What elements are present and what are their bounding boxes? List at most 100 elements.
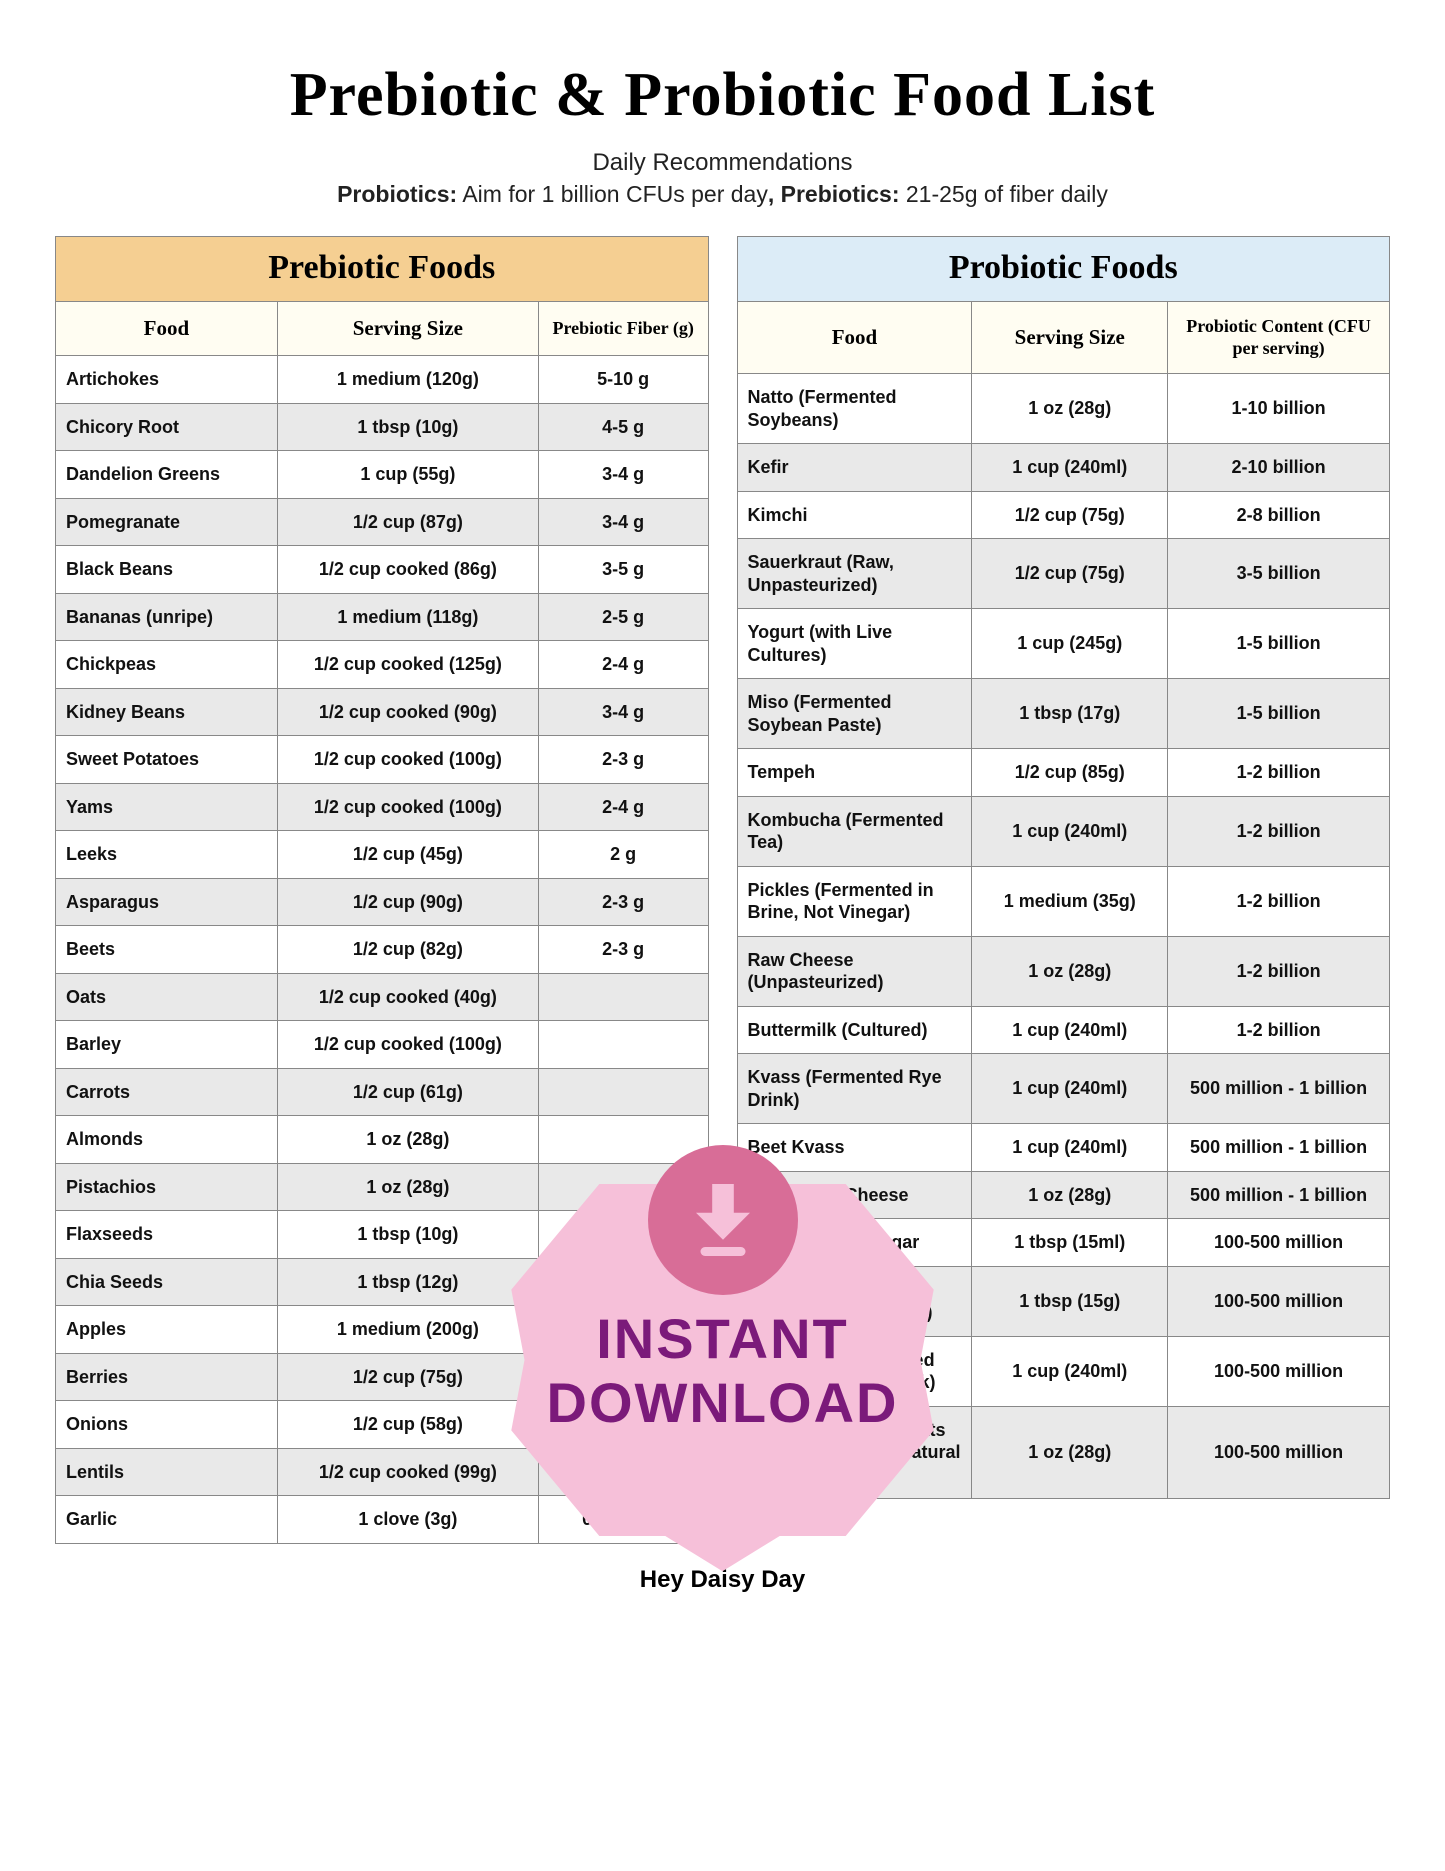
table-row: Asparagus1/2 cup (90g)2-3 g (56, 878, 709, 926)
table-cell: 1 tbsp (10g) (277, 1211, 538, 1259)
table-cell: Berries (56, 1353, 278, 1401)
table-row: Barley1/2 cup cooked (100g) (56, 1021, 709, 1069)
table-cell: 1/2 cup (75g) (972, 491, 1168, 539)
table-cell: 3-4 g (538, 498, 708, 546)
table-row: Dandelion Greens1 cup (55g)3-4 g (56, 451, 709, 499)
table-row: Buttermilk (Cultured)1 cup (240ml)1-2 bi… (737, 1006, 1390, 1054)
table-cell (538, 1211, 708, 1259)
table-cell: 1 oz (28g) (277, 1163, 538, 1211)
column-header: Food (737, 302, 972, 374)
table-cell: Kimchi (737, 491, 972, 539)
table-cell: Lentils (56, 1448, 278, 1496)
table-cell: 1/2 cup (58g) (277, 1401, 538, 1449)
probiotics-text: Aim for 1 billion CFUs per day (457, 181, 768, 207)
table-cell: Chickpeas (56, 641, 278, 689)
column-header: Prebiotic Fiber (g) (538, 302, 708, 356)
table-cell: 1/2 cup cooked (99g) (277, 1448, 538, 1496)
table-row: Carrots1/2 cup (61g) (56, 1068, 709, 1116)
table-row: Berries1/2 cup (75g) (56, 1353, 709, 1401)
table-row: Apples1 medium (200g) (56, 1306, 709, 1354)
table-cell: 1/2 cup (87g) (277, 498, 538, 546)
table-cell: Sauerkraut (Raw, Unpasteurized) (737, 539, 972, 609)
table-cell: 1 oz (28g) (277, 1116, 538, 1164)
page-title: Prebiotic & Probiotic Food List (55, 60, 1390, 131)
table-cell: 1/2 cup (90g) (277, 878, 538, 926)
table-row: Lentils1/2 cup cooked (99g)2-3 g (56, 1448, 709, 1496)
table-cell: 1-2 billion (1168, 866, 1390, 936)
table-cell (538, 1068, 708, 1116)
table-row: Yams1/2 cup cooked (100g)2-4 g (56, 783, 709, 831)
table-row: Raw Cheese (Unpasteurized)1 oz (28g)1-2 … (737, 936, 1390, 1006)
table-cell: Yams (56, 783, 278, 831)
prebiotics-label: Prebiotics: (781, 181, 900, 207)
table-cell: 1 clove (3g) (277, 1496, 538, 1544)
table-cell: 2-4 g (538, 783, 708, 831)
table-cell: Pomegranate (56, 498, 278, 546)
table-row: Fermented Cheese1 oz (28g)500 million - … (737, 1171, 1390, 1219)
table-cell: Dandelion Greens (56, 451, 278, 499)
table-cell: 1-2 billion (1168, 1006, 1390, 1054)
table-cell: Beet Kvass (737, 1124, 972, 1172)
table-cell: 1 cup (240ml) (972, 1336, 1168, 1406)
table-cell: 1 medium (118g) (277, 593, 538, 641)
table-cell: Buttermilk (Cultured) (737, 1006, 972, 1054)
table-row: Miso (Fermented Soybean Paste)1 tbsp (17… (737, 679, 1390, 749)
table-cell: 1-2 billion (1168, 936, 1390, 1006)
table-cell: 2-8 billion (1168, 491, 1390, 539)
table-cell: Almonds (56, 1116, 278, 1164)
table-cell: 1/2 cup cooked (90g) (277, 688, 538, 736)
table-cell: Bananas (unripe) (56, 593, 278, 641)
table-cell: Apple Cider Vinegar (737, 1219, 972, 1267)
column-header: Food (56, 302, 278, 356)
table-cell: 1 tbsp (15g) (972, 1266, 1168, 1336)
table-row: Bananas (unripe)1 medium (118g)2-5 g (56, 593, 709, 641)
table-cell: 100-500 million (1168, 1406, 1390, 1499)
table-row: Tempeh1/2 cup (85g)1-2 billion (737, 749, 1390, 797)
table-cell: 500 million - 1 billion (1168, 1054, 1390, 1124)
table-cell: Asparagus (56, 878, 278, 926)
table-cell: 1/2 cup cooked (100g) (277, 1021, 538, 1069)
table-row: Onions1/2 cup (58g)1.5 g (56, 1401, 709, 1449)
table-cell: 1/2 cup cooked (100g) (277, 736, 538, 784)
table-row: Kimchi1/2 cup (75g)2-8 billion (737, 491, 1390, 539)
table-cell: Chicory Root (56, 403, 278, 451)
table-cell: 1-2 billion (1168, 796, 1390, 866)
table-cell: Carrots (56, 1068, 278, 1116)
table-row: Aged Fermented Meats (e.g., Salami with … (737, 1406, 1390, 1499)
table-cell: Pickles (Fermented in Brine, Not Vinegar… (737, 866, 972, 936)
table-cell: 1/2 cup (45g) (277, 831, 538, 879)
table-row: Artichokes1 medium (120g)5-10 g (56, 356, 709, 404)
table-cell: 3-5 billion (1168, 539, 1390, 609)
table-cell: Leeks (56, 831, 278, 879)
table-cell: Barley (56, 1021, 278, 1069)
table-cell: 1-10 billion (1168, 374, 1390, 444)
table-cell: Black Beans (56, 546, 278, 594)
table-row: Kefir1 cup (240ml)2-10 billion (737, 444, 1390, 492)
table-cell: 1/2 cup cooked (100g) (277, 783, 538, 831)
table-row: Chicory Root1 tbsp (10g)4-5 g (56, 403, 709, 451)
table-cell (538, 973, 708, 1021)
table-row: Chia Seeds1 tbsp (12g) (56, 1258, 709, 1306)
table-cell: 2-3 g (538, 736, 708, 784)
table-cell: 1/2 cup (85g) (972, 749, 1168, 797)
table-cell: Kefir (737, 444, 972, 492)
table-cell: Aged Fermented Meats (e.g., Salami with … (737, 1406, 972, 1499)
footer-credit: Hey Daisy Day (55, 1566, 1390, 1594)
table-cell: Pistachios (56, 1163, 278, 1211)
table-cell: 1 oz (28g) (972, 936, 1168, 1006)
table-cell: 100-500 million (1168, 1219, 1390, 1267)
table-cell: 3-4 g (538, 451, 708, 499)
table-cell: 1/2 cup cooked (40g) (277, 973, 538, 1021)
table-row: Pickles (Fermented in Brine, Not Vinegar… (737, 866, 1390, 936)
table-row: Rejuvelac (Fermented Sprouted Grain Drin… (737, 1336, 1390, 1406)
table-cell: 1 cup (240ml) (972, 1006, 1168, 1054)
table-cell: Garlic (56, 1496, 278, 1544)
table-cell: Tempeh (737, 749, 972, 797)
table-cell: 1 medium (200g) (277, 1306, 538, 1354)
column-header: Serving Size (277, 302, 538, 356)
table-cell: 500 million - 1 billion (1168, 1171, 1390, 1219)
table-cell: 2-3 g (538, 1448, 708, 1496)
table-cell: 1/2 cup (75g) (972, 539, 1168, 609)
table-row: Leeks1/2 cup (45g)2 g (56, 831, 709, 879)
table-cell: 1 oz (28g) (972, 1171, 1168, 1219)
